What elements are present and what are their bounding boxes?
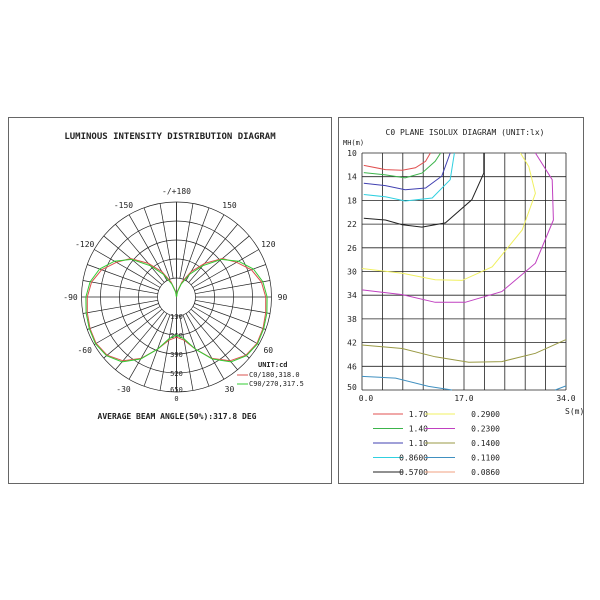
polar-radial-tick: 390 <box>170 351 183 359</box>
legend-label: 0.5700 <box>399 468 428 477</box>
polar-footer: AVERAGE BEAM ANGLE(50%):317.8 DEG <box>98 412 257 421</box>
polar-angle-label: -90 <box>63 293 78 302</box>
legend-label: 0.2900 <box>471 410 500 419</box>
legend-label: C90/270,317.5 <box>249 380 304 388</box>
polar-spoke <box>194 303 266 330</box>
legend-label: 0.2300 <box>471 425 500 434</box>
polar-spoke <box>143 314 171 387</box>
x-tick-label: 17.0 <box>454 394 473 403</box>
polar-radial-tick: 650 <box>170 386 183 394</box>
isolux-title: C0 PLANE ISOLUX DIAGRAM (UNIT:lx) <box>386 128 545 137</box>
polar-spoke <box>87 303 159 330</box>
polar-spoke <box>190 235 250 286</box>
polar-angle-label: -120 <box>75 240 94 249</box>
polar-spoke <box>188 311 238 370</box>
polar-spoke <box>87 264 159 291</box>
polar-spoke <box>179 315 194 391</box>
isoline-0.1400 <box>361 339 567 363</box>
polar-spoke <box>185 313 225 380</box>
left-panel-frame <box>8 117 332 484</box>
y-tick-label: 38 <box>347 315 357 324</box>
polar-angle-label: -150 <box>114 201 133 210</box>
polar-radial-tick: 260 <box>170 332 183 340</box>
polar-spoke <box>159 203 174 279</box>
polar-spoke <box>188 224 238 283</box>
polar-spoke <box>103 308 163 359</box>
isoline-1.40 <box>363 152 442 179</box>
polar-spoke <box>159 315 174 391</box>
polar-angle-label: -60 <box>77 346 92 355</box>
isoline-0.1100 <box>361 375 453 391</box>
polar-spoke <box>195 299 271 314</box>
x-tick-label: 34.0 <box>556 394 575 403</box>
isolux-chart: 10 14 18 22 26 30 34 38 42 46 500.0 17.0 34.0 1.70 1.4… <box>347 149 576 477</box>
polar-zero-label: 0 <box>174 395 178 403</box>
x-tick-label: 0.0 <box>359 394 374 403</box>
polar-spoke <box>182 207 210 280</box>
y-tick-label: 14 <box>347 173 357 182</box>
isolux-xlabel: S(m) <box>565 407 584 416</box>
isoline-0.2300 <box>361 152 554 303</box>
polar-spoke <box>195 280 271 295</box>
y-tick-label: 22 <box>347 220 357 229</box>
isolux-ylabel: MH(m) <box>343 139 364 147</box>
polar-spoke <box>128 214 168 281</box>
polar-spoke <box>179 203 194 279</box>
polar-unit-label: UNIT:cd <box>258 361 288 369</box>
legend-label: 1.40 <box>409 425 428 434</box>
polar-series-1 <box>85 258 268 363</box>
isoline-0.2900 <box>361 152 536 281</box>
polar-chart: -/+180 150 120 90 60 30 -30 -60 -90 -120 -150 130 26… <box>63 187 304 403</box>
y-tick-label: 18 <box>347 196 357 205</box>
polar-angle-label: 90 <box>278 293 288 302</box>
polar-spoke <box>128 313 168 380</box>
polar-spoke <box>82 299 158 314</box>
polar-radial-tick: 130 <box>170 313 183 321</box>
polar-spoke <box>182 314 210 387</box>
polar-spoke <box>185 214 225 281</box>
legend-label: 0.0860 <box>471 468 500 477</box>
polar-spoke <box>192 306 259 345</box>
polar-angle-label: 150 <box>222 201 237 210</box>
polar-radial-tick: 520 <box>170 370 183 378</box>
polar-spoke <box>82 280 158 295</box>
polar-spoke <box>103 235 163 286</box>
polar-spoke <box>192 249 259 288</box>
polar-spoke <box>190 308 250 359</box>
y-tick-label: 42 <box>347 339 357 348</box>
polar-angle-label: -30 <box>116 385 131 394</box>
legend-label: 0.1400 <box>471 439 500 448</box>
isoline-0.5700 <box>363 153 485 228</box>
y-tick-label: 34 <box>347 291 357 300</box>
polar-title: LUMINOUS INTENSITY DISTRIBUTION DIAGRAM <box>64 132 276 142</box>
polar-angle-label: -/+180 <box>162 187 191 196</box>
polar-angle-label: 30 <box>225 385 235 394</box>
isoline-0.1100-segment <box>555 385 567 391</box>
polar-spoke <box>115 224 165 283</box>
polar-angle-label: 60 <box>263 346 273 355</box>
legend-label: 0.1100 <box>471 454 500 463</box>
legend-label: 1.70 <box>409 410 428 419</box>
legend-label: 0.8600 <box>399 454 428 463</box>
y-tick-label: 10 <box>347 149 357 158</box>
isoline-1.70 <box>363 152 431 171</box>
isoline-0.8600 <box>363 152 455 202</box>
polar-spoke <box>115 311 165 370</box>
polar-spoke <box>194 264 266 291</box>
legend-label: C0/180,318.0 <box>249 371 300 379</box>
legend-label: 1.10 <box>409 439 428 448</box>
y-tick-label: 30 <box>347 268 357 277</box>
y-tick-label: 26 <box>347 244 357 253</box>
polar-angle-label: 120 <box>261 240 276 249</box>
y-tick-label: 50 <box>347 383 357 392</box>
polar-spoke <box>143 207 171 280</box>
right-panel-frame <box>338 117 584 484</box>
polar-spoke <box>94 249 161 288</box>
isoline-1.10 <box>363 152 451 191</box>
polar-spoke <box>94 306 161 345</box>
y-tick-label: 46 <box>347 362 357 371</box>
